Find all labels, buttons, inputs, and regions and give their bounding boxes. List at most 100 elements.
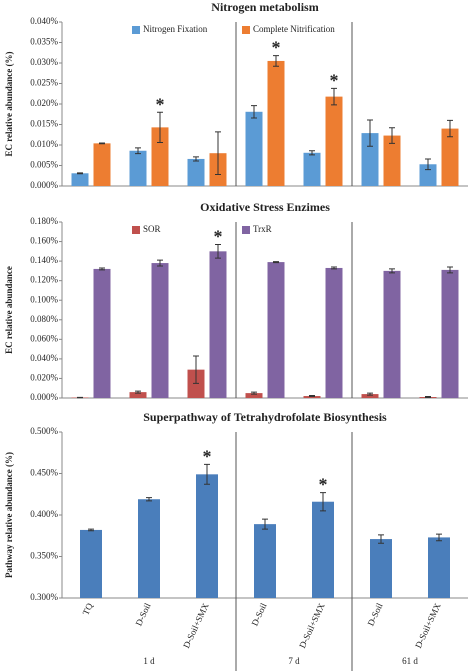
error-bar [157,111,163,144]
legend-label: SOR [143,224,161,234]
error-bar [88,528,94,532]
error-bar [251,105,257,119]
y-tick-label: 0.040% [30,16,58,26]
bar [209,251,227,398]
error-bar [436,533,442,542]
legend-label: Complete Nitrification [253,24,335,34]
legend-label: TrxR [253,224,272,234]
y-tick-label: 0.015% [30,119,58,129]
y-axis-title: EC relative abundance (%) [4,51,14,156]
bar [325,267,343,398]
error-bar [273,55,279,67]
bar [361,133,379,186]
bar [80,529,102,598]
error-bar [378,534,384,544]
error-bar [146,497,152,502]
legend-label: Nitrogen Fixation [143,24,208,34]
error-bar [157,259,163,267]
legend-swatch [132,226,140,234]
y-tick-label: 0.350% [30,551,58,561]
bar [254,524,276,598]
y-tick-label: 0.035% [30,37,58,47]
y-tick-label: 0.000% [30,392,58,402]
bar [312,501,334,598]
error-bar [99,142,105,145]
bar [428,537,450,598]
error-bar [77,172,83,175]
y-tick-label: 0.300% [30,592,58,602]
error-bar [135,147,141,155]
bar [361,394,379,398]
x-tick-label: TQ [81,601,95,617]
error-bar [389,268,395,274]
x-tick-label: D-Soil+SMX [181,601,211,650]
y-axis-title: Pathway relative abundance (%) [4,452,14,578]
error-bar [331,87,337,106]
error-bar [135,390,141,394]
group-label: 1 d [143,656,155,666]
y-tick-label: 0.060% [30,333,58,343]
bar [325,96,343,186]
y-tick-label: 0.500% [30,426,58,436]
y-tick-label: 0.005% [30,160,58,170]
significance-marker: * [272,38,281,58]
bar [383,135,401,186]
error-bar [447,266,453,274]
y-tick-label: 0.180% [30,216,58,226]
error-bar [99,267,105,271]
error-bar [331,266,337,270]
bar [267,262,285,398]
bar [138,499,160,598]
bar [93,143,111,186]
bar [441,269,459,398]
significance-marker: * [330,71,339,91]
error-bar [251,391,257,395]
bar [196,474,218,598]
significance-marker: * [203,446,212,466]
error-bar [389,127,395,144]
bar [303,152,321,186]
y-tick-label: 0.100% [30,294,58,304]
y-tick-label: 0.020% [30,373,58,383]
y-tick-label: 0.450% [30,468,58,478]
error-bar [193,355,199,384]
error-bar [367,119,373,147]
legend-swatch [242,226,250,234]
error-bar [215,243,221,259]
legend-swatch [132,26,140,34]
bar [267,60,285,187]
y-tick-label: 0.025% [30,78,58,88]
bar [245,111,263,186]
error-bar [425,396,431,399]
error-bar [447,119,453,138]
x-tick-label: D-Soil+SMX [413,601,443,650]
chart-title: Nitrogen metabolism [211,0,318,14]
bar [151,127,169,186]
y-axis-title: EC relative abundance [4,266,14,354]
bar [383,270,401,398]
y-tick-label: 0.040% [30,353,58,363]
group-label: 61 d [402,656,418,666]
bar [245,393,263,398]
bar [441,128,459,186]
error-bar [262,518,268,530]
y-tick-label: 0.400% [30,509,58,519]
error-bar [309,150,315,156]
bar [370,539,392,598]
error-bar [425,158,431,171]
y-tick-label: 0.080% [30,314,58,324]
y-tick-label: 0.030% [30,57,58,67]
y-tick-label: 0.000% [30,180,58,190]
bar [187,158,205,186]
error-bar [273,261,279,264]
y-tick-label: 0.010% [30,139,58,149]
chart-title: Superpathway of Tetrahydrofolate Biosynt… [143,410,387,424]
legend-swatch [242,26,250,34]
significance-marker: * [319,475,328,495]
error-bar [193,156,199,162]
y-tick-label: 0.140% [30,255,58,265]
bar [129,392,147,398]
y-tick-label: 0.120% [30,275,58,285]
error-bar [215,131,221,176]
